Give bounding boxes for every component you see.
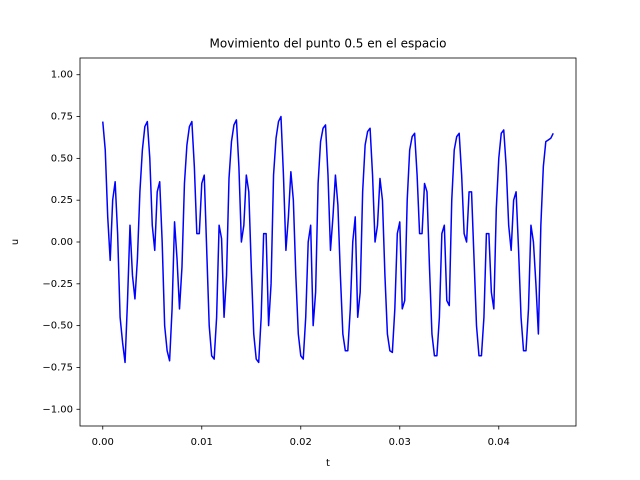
- x-tick-label: 0.01: [191, 437, 213, 448]
- x-axis-label: t: [326, 458, 330, 469]
- y-tick-label: 0.25: [51, 195, 73, 206]
- y-tick-label: 0.00: [51, 237, 73, 248]
- x-tick-label: 0.03: [389, 437, 411, 448]
- x-tick-label: 0.00: [92, 437, 114, 448]
- y-tick-label: −0.25: [42, 279, 73, 290]
- x-tick-label: 0.02: [290, 437, 312, 448]
- y-tick-label: 1.00: [51, 70, 73, 81]
- y-tick-label: −0.75: [42, 362, 73, 373]
- x-tick-label: 0.04: [488, 437, 510, 448]
- data-line: [102, 115, 554, 364]
- plot-frame: [79, 57, 577, 427]
- y-tick-label: 0.50: [51, 153, 73, 164]
- y-tick-label: −1.00: [42, 404, 73, 415]
- chart-title: Movimiento del punto 0.5 en el espacio: [210, 37, 447, 51]
- y-tick-label: −0.50: [42, 321, 73, 332]
- y-axis-label: u: [10, 239, 21, 245]
- y-tick-label: 0.75: [51, 112, 73, 123]
